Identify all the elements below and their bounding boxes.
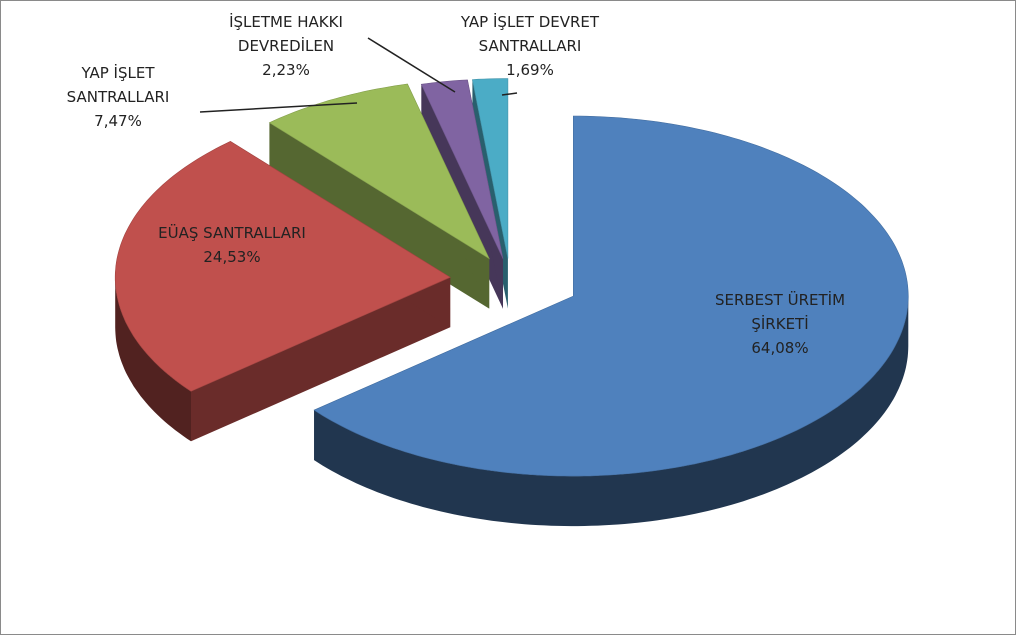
leader-line bbox=[501, 92, 518, 96]
slice-wall bbox=[269, 122, 490, 309]
slice bbox=[313, 115, 909, 527]
labels: SERBEST ÜRETİM ŞİRKETİ 64,08% EÜAŞ SANTRALL… bbox=[67, 12, 845, 357]
slice-top bbox=[313, 115, 909, 477]
slice-top bbox=[472, 78, 509, 259]
category-label: İŞLETME HAKKI DEVREDİLEN bbox=[229, 12, 343, 55]
value-label: 2,23% bbox=[262, 61, 310, 79]
slice-top bbox=[114, 141, 451, 392]
leader-line bbox=[367, 37, 456, 93]
category-label: YAP İŞLET SANTRALLARI bbox=[67, 63, 170, 106]
slices bbox=[114, 78, 909, 527]
value-label: 24,53% bbox=[203, 248, 260, 266]
category-label: SERBEST ÜRETİM ŞİRKETİ bbox=[715, 290, 845, 333]
slice bbox=[114, 141, 451, 442]
slice bbox=[268, 83, 490, 309]
category-label: YAP İŞLET DEVRET SANTRALLARI bbox=[460, 12, 600, 55]
slice-side bbox=[115, 277, 191, 442]
leader-line bbox=[199, 102, 358, 113]
slice-side bbox=[314, 296, 909, 527]
slice-wall bbox=[191, 277, 451, 442]
value-label: 64,08% bbox=[751, 339, 808, 357]
slice-top bbox=[268, 83, 490, 260]
category-label: EÜAŞ SANTRALLARI bbox=[158, 223, 306, 242]
value-label: 1,69% bbox=[506, 61, 554, 79]
slice-top bbox=[420, 79, 504, 259]
value-label: 7,47% bbox=[94, 112, 142, 130]
